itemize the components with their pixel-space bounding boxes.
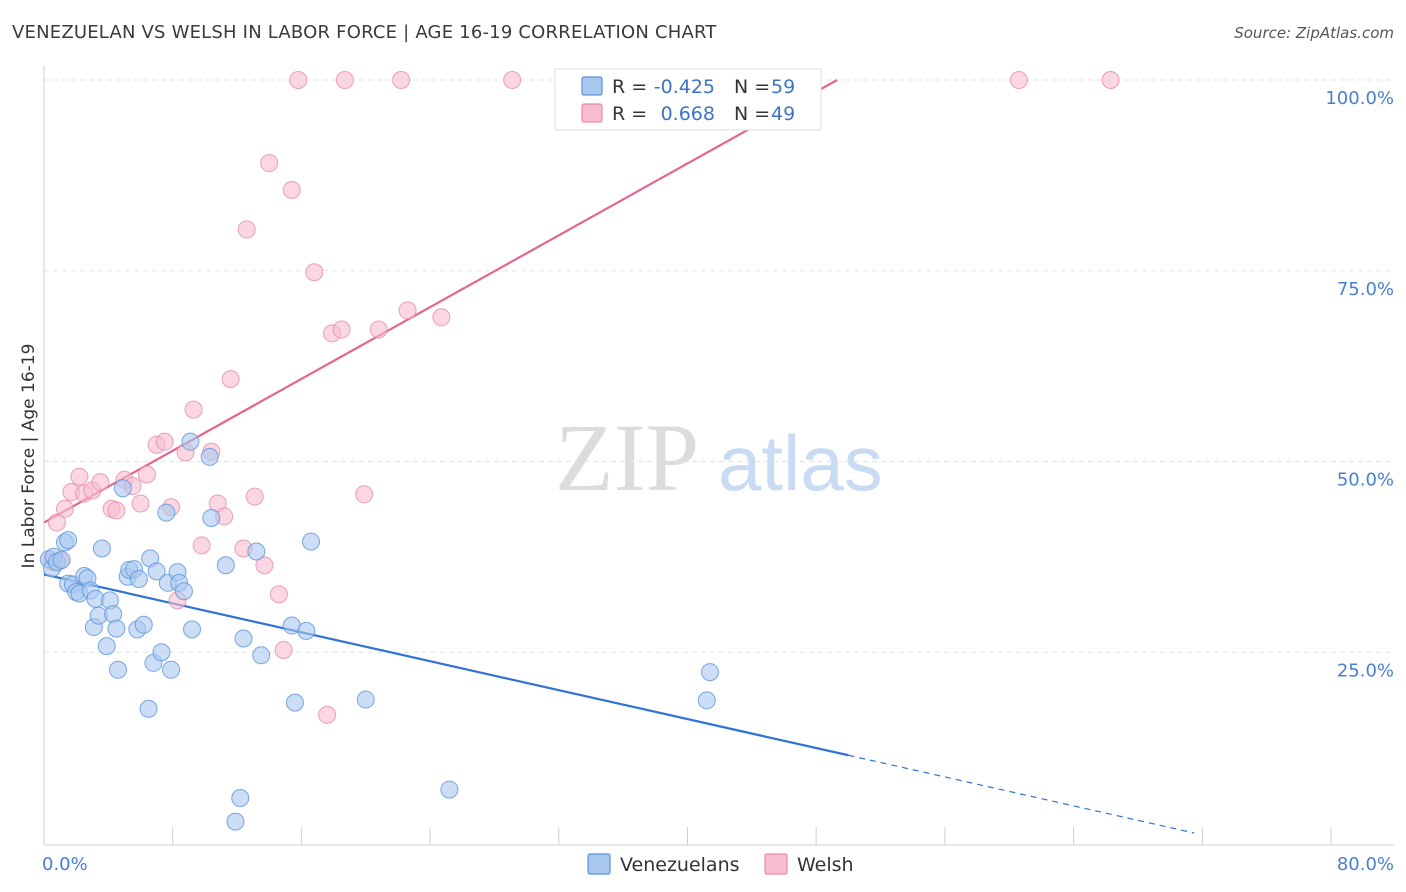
data-points <box>39 71 1120 831</box>
point-venezuelans <box>181 432 200 451</box>
point-welsh <box>355 485 374 504</box>
point-venezuelans <box>247 542 266 561</box>
legend-r-label-1: R = <box>612 76 647 98</box>
trend-line-extension-venezuelans <box>848 754 1195 834</box>
legend-swatch-venezuelans <box>581 76 603 96</box>
legend-n-label-2: N = <box>734 103 770 125</box>
point-welsh <box>282 180 301 199</box>
point-welsh <box>131 494 150 513</box>
point-welsh <box>432 308 451 327</box>
point-venezuelans <box>97 637 116 656</box>
watermark-atlas: atlas <box>718 419 883 507</box>
point-venezuelans <box>183 620 202 639</box>
point-welsh <box>1009 71 1028 89</box>
legend-r-label-2: R = <box>612 103 647 125</box>
point-welsh <box>398 301 417 320</box>
point-venezuelans <box>297 621 316 640</box>
point-welsh <box>221 370 240 389</box>
x-tick-label-min: 0.0% <box>42 854 88 875</box>
point-welsh <box>260 154 279 173</box>
point-venezuelans <box>216 556 235 575</box>
series-legend-venezuelans: Venezuelans <box>620 854 740 876</box>
point-welsh <box>369 320 388 339</box>
point-venezuelans <box>226 812 245 831</box>
point-welsh <box>335 71 354 89</box>
y-tick-label: 75.0% <box>1337 279 1394 300</box>
point-welsh <box>305 263 324 282</box>
point-welsh <box>70 467 89 486</box>
point-welsh <box>47 513 66 532</box>
point-welsh <box>1101 71 1120 89</box>
point-venezuelans <box>157 503 176 522</box>
point-welsh <box>274 640 293 659</box>
grid-lines <box>44 79 1394 653</box>
point-welsh <box>137 465 156 484</box>
series-legend-swatch-welsh <box>764 853 788 875</box>
series-legend: Venezuelans Welsh <box>587 853 854 876</box>
point-venezuelans <box>234 629 253 648</box>
trend-line-welsh <box>43 79 838 524</box>
point-venezuelans <box>59 531 78 550</box>
point-venezuelans <box>252 646 271 665</box>
point-venezuelans <box>52 550 71 569</box>
watermark: ZIP atlas <box>555 404 883 511</box>
point-welsh <box>392 71 411 89</box>
axes: 25.0% 50.0% 75.0% 100.0% 0.0% 80.0% <box>42 66 1394 875</box>
legend-r-value-1: -0.425 <box>654 76 715 98</box>
point-venezuelans <box>92 539 111 558</box>
point-welsh <box>245 487 264 506</box>
point-venezuelans <box>162 660 181 679</box>
point-venezuelans <box>129 570 148 589</box>
point-venezuelans <box>139 699 158 718</box>
legend-swatch-welsh <box>581 103 603 123</box>
point-welsh <box>318 705 337 724</box>
y-axis-label: In Labor Force | Age 16-19 <box>19 344 39 569</box>
legend-r-value-2: 0.668 <box>661 103 715 125</box>
point-venezuelans <box>202 508 221 527</box>
correlation-legend: R = -0.425 N = 59 R = 0.668 N = 49 <box>554 68 822 131</box>
point-venezuelans <box>113 479 132 498</box>
point-venezuelans <box>701 663 720 682</box>
series-legend-swatch-venezuelans <box>587 853 611 875</box>
point-venezuelans <box>231 788 250 807</box>
point-venezuelans <box>356 690 375 709</box>
point-welsh <box>332 320 351 339</box>
point-welsh <box>503 71 522 89</box>
point-venezuelans <box>107 619 126 638</box>
point-venezuelans <box>152 643 171 662</box>
point-welsh <box>184 400 203 419</box>
y-tick-label: 100.0% <box>1325 88 1394 109</box>
x-tick-label-max: 80.0% <box>1337 854 1394 875</box>
point-welsh <box>91 473 110 492</box>
point-venezuelans <box>134 615 153 634</box>
series-legend-welsh: Welsh <box>797 854 854 876</box>
point-welsh <box>255 556 274 575</box>
legend-n-value-2: 49 <box>771 103 795 125</box>
point-welsh <box>289 71 308 89</box>
y-tick-label: 25.0% <box>1337 660 1394 681</box>
watermark-zip: ZIP <box>555 404 699 511</box>
point-venezuelans <box>109 660 128 679</box>
point-venezuelans <box>200 447 219 466</box>
legend-n-label-1: N = <box>734 76 770 98</box>
chart-title: VENEZUELAN VS WELSH IN LABOR FORCE | AGE… <box>12 22 717 43</box>
point-welsh <box>237 220 256 239</box>
source-label: Source: ZipAtlas.com <box>1234 24 1394 42</box>
point-welsh <box>269 585 288 604</box>
point-venezuelans <box>697 691 716 710</box>
point-venezuelans <box>285 693 304 712</box>
point-venezuelans <box>440 780 459 799</box>
legend-n-value-1: 59 <box>771 76 795 98</box>
point-welsh <box>192 536 211 555</box>
point-venezuelans <box>174 582 193 601</box>
point-venezuelans <box>147 562 166 581</box>
point-welsh <box>107 501 126 520</box>
y-tick-label: 50.0% <box>1337 470 1394 491</box>
point-venezuelans <box>302 532 321 551</box>
point-welsh <box>155 432 174 451</box>
point-welsh <box>55 499 74 518</box>
